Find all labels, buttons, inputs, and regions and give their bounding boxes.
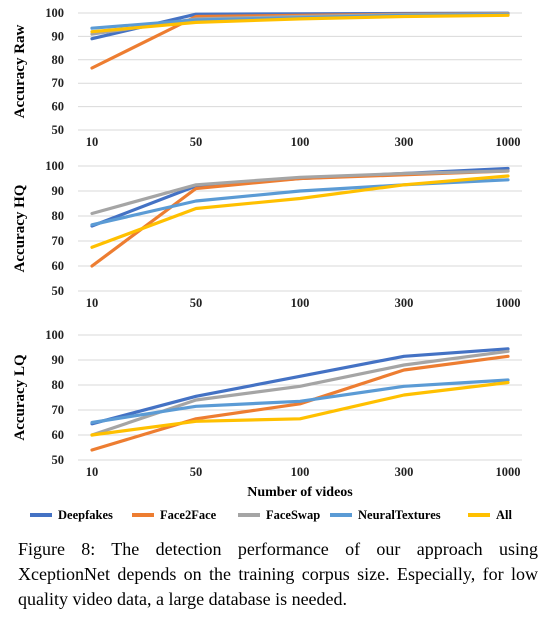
series-line-deepfakes — [90, 347, 510, 426]
y-tick-label: 90 — [52, 29, 65, 43]
y-axis-title: Accuracy Raw — [12, 24, 28, 118]
y-tick-label: 50 — [52, 284, 65, 298]
series-line-all — [90, 380, 510, 437]
x-tick-label: 100 — [291, 465, 310, 479]
y-tick-label: 100 — [45, 328, 64, 342]
legend-label: FaceSwap — [266, 508, 320, 522]
y-tick-label: 70 — [52, 403, 65, 417]
legend-label: All — [496, 508, 513, 522]
y-tick-label: 100 — [45, 6, 64, 20]
y-tick-label: 80 — [52, 53, 65, 67]
series-line-all — [90, 13, 510, 34]
legend-label: Face2Face — [160, 508, 217, 522]
y-tick-label: 60 — [52, 259, 65, 273]
y-tick-label: 50 — [52, 123, 65, 137]
series-line-neuraltextures — [90, 378, 510, 425]
x-tick-label: 50 — [190, 465, 203, 479]
series-line-face2face — [90, 354, 510, 452]
y-tick-label: 80 — [52, 209, 65, 223]
x-tick-label: 10 — [86, 296, 99, 310]
charts-svg: 50 60 70 80 90 100 10 50 100 300 1000 Accuracy Raw 5… — [12, 6, 522, 522]
series-line-face2face — [90, 169, 510, 268]
x-axis-title: Number of videos — [247, 485, 353, 500]
x-tick-label: 100 — [291, 135, 310, 149]
x-tick-label: 100 — [291, 296, 310, 310]
x-tick-label: 300 — [395, 135, 414, 149]
x-tick-label: 1000 — [496, 465, 521, 479]
series-line-all — [90, 174, 510, 249]
x-tick-label: 10 — [86, 465, 99, 479]
x-tick-label: 1000 — [496, 296, 521, 310]
y-tick-label: 60 — [52, 100, 65, 114]
legend-label: Deepfakes — [58, 508, 113, 522]
x-tick-label: 300 — [395, 465, 414, 479]
x-tick-label: 50 — [190, 296, 203, 310]
legend-label: NeuralTextures — [358, 508, 441, 522]
y-tick-label: 80 — [52, 378, 65, 392]
y-tick-label: 60 — [52, 428, 65, 442]
y-tick-label: 70 — [52, 234, 65, 248]
x-tick-label: 10 — [86, 135, 99, 149]
y-tick-label: 90 — [52, 184, 65, 198]
x-tick-label: 1000 — [496, 135, 521, 149]
y-axis-title: Accuracy HQ — [12, 184, 28, 272]
y-tick-label: 50 — [52, 453, 65, 467]
y-tick-label: 70 — [52, 76, 65, 90]
x-tick-label: 50 — [190, 135, 203, 149]
y-axis-title: Accuracy LQ — [12, 354, 28, 441]
x-tick-label: 300 — [395, 296, 414, 310]
series-line-faceswap — [90, 169, 510, 216]
figure-caption: Figure 8: The detection performance of o… — [18, 539, 538, 609]
y-tick-label: 100 — [45, 159, 64, 173]
y-tick-label: 90 — [52, 353, 65, 367]
